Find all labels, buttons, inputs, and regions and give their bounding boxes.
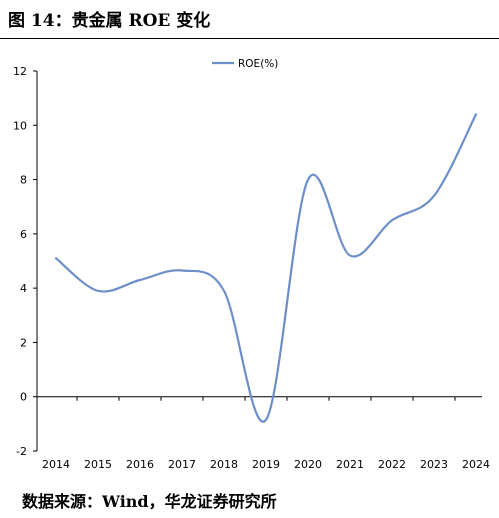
legend-label: ROE(%) <box>238 58 278 70</box>
x-tick-label: 2020 <box>294 458 322 471</box>
x-tick-label: 2023 <box>420 458 448 471</box>
y-tick-label: 4 <box>20 282 27 295</box>
x-tick-label: 2018 <box>210 458 238 471</box>
chart-svg: -2 0 2 4 6 8 10 12 2014 2015 2016 2017 2018 2019 2020 2… <box>13 58 490 471</box>
figure-title: 图 14：贵金属 ROE 变化 <box>8 11 211 31</box>
x-tick-label: 2022 <box>378 458 406 471</box>
y-tick-label: -2 <box>16 445 27 458</box>
roe-chart: -2 0 2 4 6 8 10 12 2014 2015 2016 2017 2018 2019 2020 2… <box>0 40 499 480</box>
y-tick-label: 2 <box>20 336 27 349</box>
title-rule <box>0 38 499 39</box>
legend-layer: ROE(%) <box>212 58 278 70</box>
x-tick-label: 2014 <box>42 458 70 471</box>
axes-layer: -2 0 2 4 6 8 10 12 2014 2015 2016 2017 2018 2019 2020 2… <box>13 65 490 471</box>
x-tick-label: 2021 <box>336 458 364 471</box>
x-tick-label: 2016 <box>126 458 154 471</box>
x-tick-label: 2024 <box>462 458 490 471</box>
x-tick-label: 2015 <box>84 458 112 471</box>
series-line-0 <box>54 113 478 423</box>
y-tick-label: 10 <box>13 119 27 132</box>
y-tick-label: 8 <box>20 174 27 187</box>
y-tick-label: 12 <box>13 65 27 78</box>
source-note: 数据来源：Wind，华龙证券研究所 <box>22 492 277 511</box>
series-layer <box>54 113 478 423</box>
y-tick-label: 6 <box>20 228 27 241</box>
x-tick-label: 2017 <box>168 458 196 471</box>
x-tick-label: 2019 <box>252 458 280 471</box>
y-tick-label: 0 <box>20 391 27 404</box>
